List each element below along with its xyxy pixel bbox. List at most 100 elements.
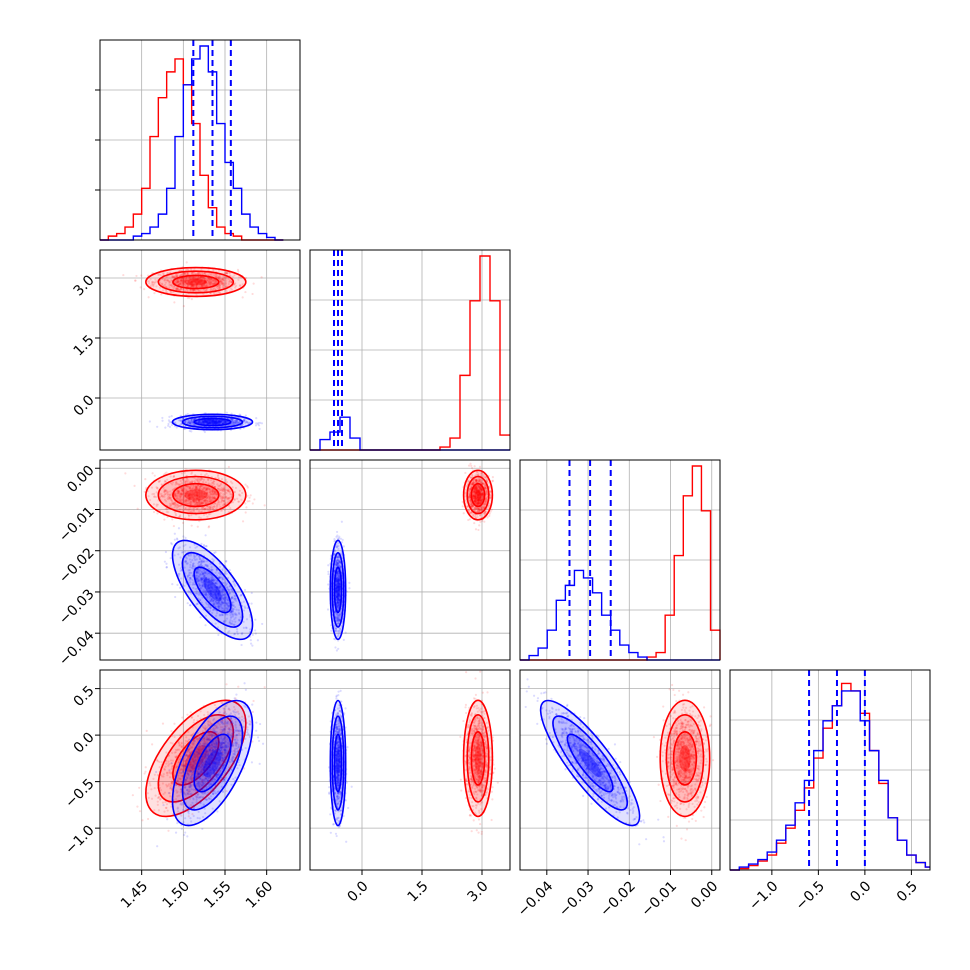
sample-point <box>208 421 211 424</box>
sample-point <box>479 520 482 524</box>
sample-point <box>233 498 236 501</box>
sample-point <box>200 562 203 565</box>
sample-point <box>176 583 179 586</box>
sample-point <box>210 281 213 284</box>
sample-point <box>234 421 237 425</box>
sample-point <box>153 474 156 477</box>
sample-point <box>219 419 223 422</box>
sample-point <box>215 505 219 508</box>
sample-point <box>199 277 202 280</box>
sample-point <box>211 288 214 292</box>
sample-point <box>220 419 223 422</box>
sample-point <box>220 576 223 579</box>
sample-point <box>234 419 237 422</box>
sample-point <box>237 500 241 503</box>
sample-point <box>169 280 172 284</box>
sample-point <box>177 490 180 493</box>
sample-point <box>205 420 208 424</box>
sample-point <box>189 508 192 511</box>
sample-point <box>218 419 222 422</box>
sample-point <box>222 284 226 287</box>
sample-point <box>211 481 214 485</box>
sample-point <box>470 464 473 467</box>
sample-point <box>192 279 195 282</box>
sample-point <box>220 280 224 284</box>
sample-point <box>223 420 227 423</box>
sample-point <box>190 418 193 421</box>
sample-point <box>190 501 193 504</box>
sample-point <box>164 426 167 429</box>
sample-point <box>183 471 186 474</box>
sample-point <box>164 472 167 475</box>
sample-point <box>176 281 179 284</box>
sample-point <box>217 633 220 637</box>
sample-point <box>188 487 191 490</box>
sample-point <box>211 419 215 422</box>
sample-point <box>199 276 202 279</box>
sample-point <box>241 520 245 523</box>
sample-point <box>219 420 222 423</box>
sample-point <box>217 287 220 290</box>
sample-point <box>163 278 166 281</box>
sample-point <box>182 535 185 538</box>
sample-point <box>222 489 225 492</box>
sample-point <box>237 493 241 496</box>
sample-point <box>239 284 242 287</box>
sample-point <box>188 278 191 281</box>
sample-point <box>215 612 219 615</box>
sample-point <box>220 420 223 423</box>
sample-point <box>204 280 207 283</box>
sample-point <box>195 487 199 491</box>
sample-point <box>205 577 208 580</box>
sample-point <box>208 421 211 425</box>
sample-point <box>187 279 190 282</box>
sample-point <box>153 492 156 495</box>
sample-point <box>184 277 187 281</box>
sample-point <box>162 289 165 292</box>
sample-point <box>192 284 195 287</box>
sample-point <box>223 503 226 506</box>
sample-point <box>216 421 219 424</box>
sample-point <box>200 419 203 422</box>
sample-point <box>221 421 225 424</box>
sample-point <box>186 490 190 493</box>
sample-point <box>180 472 183 475</box>
sample-point <box>184 500 187 503</box>
sample-point <box>201 421 204 424</box>
sample-point <box>207 507 210 510</box>
sample-point <box>223 421 226 425</box>
sample-point <box>169 290 172 293</box>
sample-point <box>212 419 215 422</box>
sample-point <box>198 276 201 280</box>
sample-point <box>203 284 206 288</box>
sample-point <box>206 496 210 499</box>
sample-point <box>186 412 189 416</box>
sample-point <box>212 422 215 425</box>
sample-point <box>216 421 219 424</box>
sample-point <box>187 494 191 497</box>
sample-point <box>202 279 205 283</box>
sample-point <box>219 497 222 500</box>
sample-point <box>209 578 213 581</box>
sample-point <box>186 485 189 488</box>
sample-point <box>260 276 263 279</box>
sample-point <box>213 490 216 493</box>
sample-point <box>348 581 351 584</box>
sample-point <box>180 482 184 485</box>
sample-point <box>198 498 201 501</box>
sample-point <box>196 503 199 506</box>
sample-point <box>203 474 207 477</box>
sample-point <box>227 488 230 491</box>
sample-point <box>208 499 212 503</box>
sample-point <box>224 495 227 498</box>
sample-point <box>236 268 240 271</box>
sample-point <box>179 492 182 496</box>
sample-point <box>184 421 187 425</box>
sample-point <box>215 594 218 597</box>
sample-point <box>222 499 226 503</box>
sample-point <box>186 490 189 493</box>
sample-point <box>478 524 481 527</box>
sample-point <box>201 276 204 279</box>
sample-point <box>191 496 194 499</box>
sample-point <box>172 475 175 479</box>
